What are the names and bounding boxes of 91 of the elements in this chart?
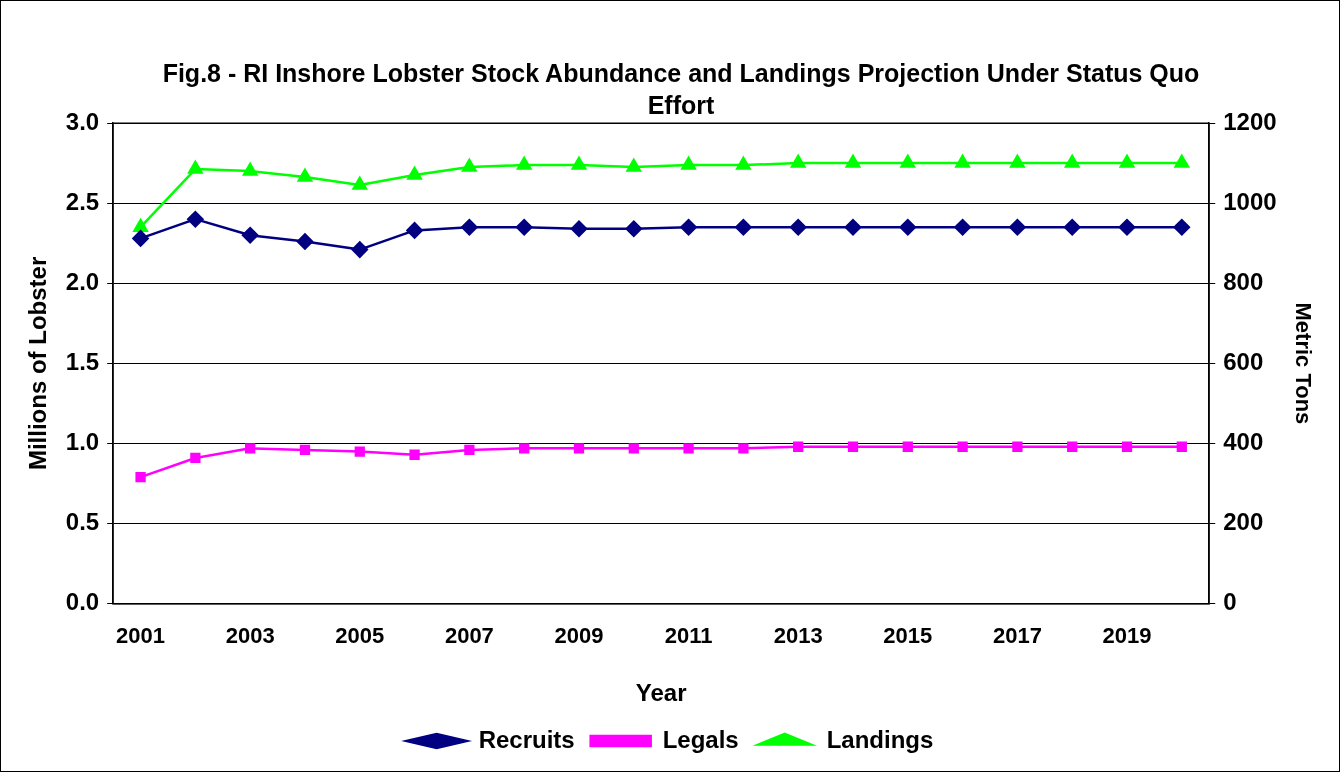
point — [241, 226, 259, 244]
point — [464, 444, 475, 456]
chart-title: Fig.8 - RI Inshore Lobster Stock Abundance and Landings Projection Under Status Quo Effort — [161, 58, 1201, 121]
point — [1173, 218, 1191, 236]
point — [132, 230, 149, 247]
x-tick-label: 2009 — [554, 623, 604, 649]
point — [1010, 154, 1025, 168]
y-tick-label: 2.5 — [65, 187, 100, 215]
point — [1119, 154, 1135, 168]
y-tick-label: 1.5 — [65, 348, 100, 376]
x-axis-title: Year — [635, 679, 687, 707]
y-tick-label: 0.0 — [65, 588, 100, 616]
y2-tick-label: 1200 — [1223, 107, 1277, 135]
point — [461, 218, 478, 236]
point — [135, 472, 146, 483]
point — [681, 156, 696, 170]
point — [736, 156, 751, 170]
x-tick-label: 2001 — [116, 623, 166, 649]
point — [351, 241, 369, 258]
point — [628, 443, 639, 454]
legend-label: Landings — [826, 725, 934, 753]
y-tick-label: 1.0 — [65, 428, 100, 456]
y-tick-label: 2.0 — [65, 267, 100, 295]
point — [1118, 218, 1136, 236]
point — [352, 176, 368, 190]
y2-tick-label: 200 — [1223, 508, 1264, 536]
point — [245, 443, 256, 454]
point — [793, 441, 804, 452]
point — [296, 233, 314, 250]
point — [242, 162, 258, 176]
point — [573, 443, 585, 454]
point — [1012, 441, 1023, 452]
point — [299, 444, 311, 456]
y-tick-label: 0.5 — [65, 508, 100, 536]
point — [626, 158, 642, 172]
point — [625, 220, 643, 238]
point — [406, 222, 423, 239]
point — [516, 156, 532, 170]
y-tick-label: 3.0 — [65, 107, 100, 135]
point — [738, 443, 749, 454]
point — [190, 452, 201, 464]
y2-tick-label: 800 — [1223, 267, 1264, 295]
point — [354, 446, 365, 457]
point — [845, 154, 861, 168]
point — [188, 160, 203, 174]
point — [900, 154, 916, 168]
point — [954, 218, 971, 236]
y2-tick-label: 1000 — [1223, 187, 1277, 215]
point — [789, 218, 807, 236]
x-tick-label: 2019 — [1102, 623, 1152, 649]
point — [297, 168, 313, 182]
point — [187, 210, 204, 228]
point — [515, 218, 533, 236]
point — [519, 443, 530, 454]
point — [1174, 154, 1190, 168]
point — [133, 218, 148, 232]
point — [955, 154, 970, 168]
point — [1064, 154, 1080, 168]
point — [407, 166, 422, 180]
y2-tick-label: 0 — [1223, 588, 1237, 616]
x-tick-label: 2015 — [883, 623, 933, 649]
point — [1121, 441, 1133, 452]
point — [683, 443, 694, 454]
x-tick-label: 2017 — [992, 623, 1042, 649]
x-tick-label: 2005 — [335, 623, 385, 649]
y2-tick-label: 400 — [1223, 428, 1264, 456]
point — [1176, 441, 1187, 452]
legend-label: Recruits — [478, 725, 575, 753]
point — [1009, 218, 1026, 236]
point — [680, 218, 697, 236]
point — [1063, 218, 1081, 236]
x-tick-label: 2003 — [225, 623, 275, 649]
point — [1067, 441, 1078, 452]
point — [957, 441, 968, 452]
y-axis-title: Millions of Lobster — [24, 256, 52, 471]
point — [844, 218, 862, 236]
point — [902, 441, 913, 452]
point — [790, 154, 806, 168]
point — [735, 218, 752, 236]
point — [462, 158, 477, 172]
point — [899, 218, 917, 236]
y2-axis-title: Metric Tons — [1290, 302, 1316, 425]
point — [571, 156, 587, 170]
x-tick-label: 2007 — [444, 623, 494, 649]
x-tick-label: 2013 — [773, 623, 823, 649]
point — [409, 449, 420, 460]
y2-tick-label: 600 — [1223, 348, 1264, 376]
legend-label: Legals — [662, 725, 739, 753]
x-tick-label: 2011 — [664, 623, 713, 649]
point — [847, 441, 859, 452]
point — [570, 220, 588, 238]
